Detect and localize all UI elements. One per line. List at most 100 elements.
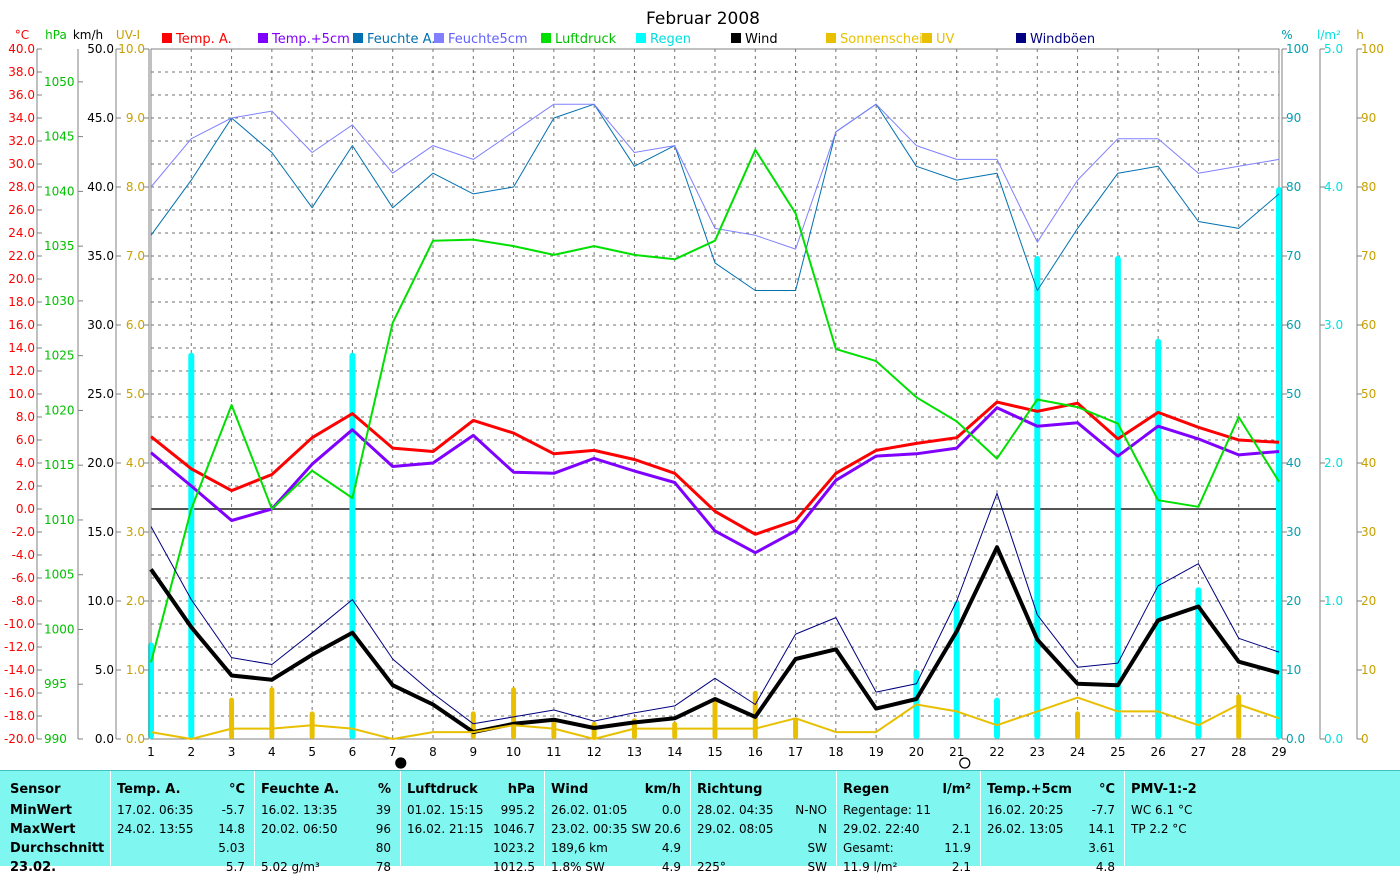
temp-tick-label: 34.0 <box>8 111 35 125</box>
table-column: Temp. A. °C 17.02. 06:35 -5.7 24.02. 13:55 14… <box>110 771 253 874</box>
bar-regen <box>1155 338 1162 739</box>
table-cell-value: 0.0 <box>661 803 681 817</box>
uv-tick-label: 8.0 <box>126 180 145 194</box>
sun-tick-label: 20 <box>1361 594 1376 608</box>
x-tick-label: 6 <box>349 745 357 759</box>
uv-tick-label: 4.0 <box>126 456 145 470</box>
sun-tick-label: 100 <box>1361 42 1384 56</box>
table-cell-value: 20.6 <box>654 822 681 836</box>
uv-tick-label: 3.0 <box>126 525 145 539</box>
bar-regen <box>1195 587 1202 739</box>
pressure-tick-label: 990 <box>44 732 67 746</box>
legend-swatch <box>434 33 444 43</box>
bar-regen <box>349 352 356 739</box>
uv-tick-label: 6.0 <box>126 318 145 332</box>
humidity-tick-label: 10 <box>1286 663 1301 677</box>
uv-tick-label: 10.0 <box>118 42 145 56</box>
legend-label: Sonnenschein <box>840 32 931 47</box>
table-cell-value: SW <box>807 841 827 855</box>
temp-tick-label: 22.0 <box>8 249 35 263</box>
legend-swatch <box>826 33 836 43</box>
series-line-windb-en <box>150 492 1280 725</box>
temp-tick-label: 12.0 <box>8 364 35 378</box>
legend-swatch <box>922 33 932 43</box>
bar-sonnenschein <box>229 697 235 739</box>
table-cell-label: 1.8% SW <box>551 860 605 874</box>
x-tick-label: 21 <box>949 745 964 759</box>
table-cell-value: 4.9 <box>661 841 681 855</box>
sun-tick-label: 80 <box>1361 180 1376 194</box>
x-tick-label: 14 <box>667 745 682 759</box>
x-tick-label: 3 <box>228 745 236 759</box>
wind-tick-label: 5.0 <box>95 663 114 677</box>
table-cell-value: 4.8 <box>1095 860 1115 874</box>
bar-regen <box>1276 187 1282 739</box>
temp-tick-label: 36.0 <box>8 88 35 102</box>
x-tick-label: 15 <box>707 745 722 759</box>
legend-swatch <box>1016 33 1026 43</box>
chart-background <box>0 0 1400 770</box>
temp-tick-label: -2.0 <box>12 525 35 539</box>
temp-tick-label: 26.0 <box>8 203 35 217</box>
chart-lines <box>149 103 1280 740</box>
x-tick-label: 16 <box>748 745 763 759</box>
table-cell-value: 14.1 <box>1088 822 1115 836</box>
series-line-temp-5cm <box>150 406 1280 555</box>
temp-tick-label: 24.0 <box>8 226 35 240</box>
wind-tick-label: 45.0 <box>87 111 114 125</box>
table-cell-value: 4.9 <box>661 860 681 874</box>
series-line-feuchte-a- <box>150 103 1280 291</box>
table-cell-value: 2.1 <box>951 860 971 874</box>
table-cell-value: 11.9 <box>944 841 971 855</box>
temp-tick-label: 18.0 <box>8 295 35 309</box>
bar-sonnenschein <box>672 721 678 739</box>
x-tick-label: 17 <box>788 745 803 759</box>
sun-tick-label: 10 <box>1361 663 1376 677</box>
temp-tick-label: 40.0 <box>8 42 35 56</box>
x-tick-label: 10 <box>506 745 521 759</box>
wind-tick-label: 40.0 <box>87 180 114 194</box>
table-cell-label: 26.02. 13:05 <box>987 822 1064 836</box>
table-cell-value: -7.7 <box>1091 803 1115 817</box>
sun-tick-label: 70 <box>1361 249 1376 263</box>
temp-tick-label: 8.0 <box>16 410 35 424</box>
humidity-tick-label: 70 <box>1286 249 1301 263</box>
column-unit: hPa <box>507 782 535 797</box>
table-cell-value: N-NO <box>795 803 827 817</box>
wind-tick-label: 20.0 <box>87 456 114 470</box>
temp-tick-label: -14.0 <box>4 663 35 677</box>
x-tick-label: 28 <box>1231 745 1246 759</box>
series-line-temp-a- <box>150 400 1280 536</box>
humidity-tick-label: 20 <box>1286 594 1301 608</box>
temp-tick-label: 14.0 <box>8 341 35 355</box>
chart-legend: Temp. A. Temp.+5cm Feuchte A. Feuchte5cm Luf… <box>162 32 1095 47</box>
temp-tick-label: 38.0 <box>8 65 35 79</box>
sun-tick-label: 0 <box>1361 732 1369 746</box>
table-cell-value: 5.7 <box>225 860 245 874</box>
humidity-axis-label: % <box>1281 28 1292 42</box>
pressure-tick-label: 1035 <box>44 239 75 253</box>
temp-tick-label: -18.0 <box>4 709 35 723</box>
wind-axis-label: km/h <box>73 28 103 42</box>
table-cell-label: 11.9 l/m² <box>843 860 898 874</box>
legend-swatch <box>636 33 646 43</box>
row-label-max: MaxWert <box>10 822 76 837</box>
wind-tick-label: 15.0 <box>87 525 114 539</box>
table-column: PMV-1:-2 WC 6.1 °C TP 2.2 °C <box>1124 771 1265 866</box>
rain-tick-label: 5.0 <box>1324 42 1343 56</box>
legend-label: Feuchte5cm <box>448 32 528 47</box>
temp-tick-label: -4.0 <box>12 548 35 562</box>
rain-tick-label: 2.0 <box>1324 456 1343 470</box>
x-tick-label: 25 <box>1110 745 1125 759</box>
x-tick-label: 8 <box>429 745 437 759</box>
bar-regen <box>1114 256 1121 739</box>
humidity-tick-label: 60 <box>1286 318 1301 332</box>
x-tick-label: 11 <box>546 745 561 759</box>
uv-tick-label: 1.0 <box>126 663 145 677</box>
temp-tick-label: -8.0 <box>12 594 35 608</box>
wind-tick-label: 10.0 <box>87 594 114 608</box>
x-tick-label: 26 <box>1151 745 1166 759</box>
table-cell-label: 225° <box>697 860 726 874</box>
table-cell-value: 96 <box>375 822 391 836</box>
wind-tick-label: 50.0 <box>87 42 114 56</box>
